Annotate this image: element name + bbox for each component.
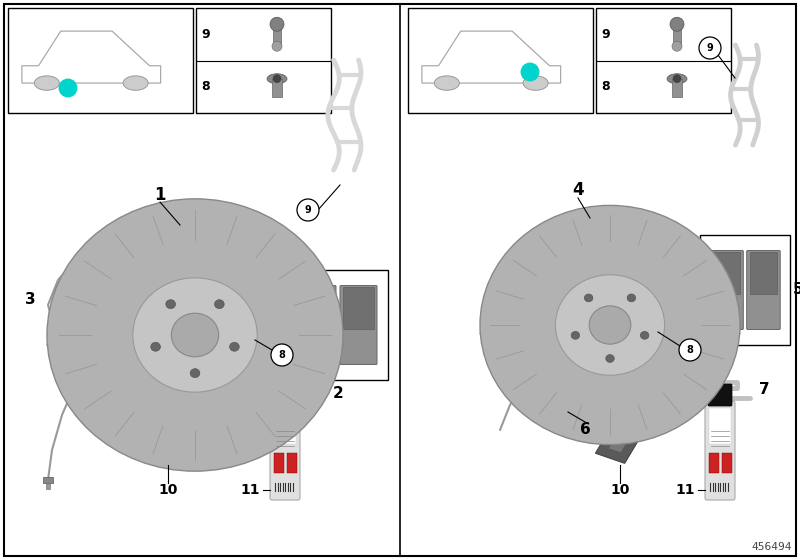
FancyBboxPatch shape [705, 401, 735, 500]
Bar [596, 8, 731, 113]
Ellipse shape [480, 325, 740, 342]
Bar [709, 453, 719, 473]
Bar [750, 251, 778, 294]
FancyBboxPatch shape [299, 286, 336, 365]
Circle shape [270, 17, 284, 31]
FancyBboxPatch shape [746, 250, 780, 329]
Bar [196, 8, 331, 113]
Bar [8, 8, 193, 113]
Text: 11: 11 [240, 483, 260, 497]
Bar [709, 408, 731, 444]
Bar [626, 373, 630, 379]
Text: 6: 6 [580, 422, 590, 437]
Circle shape [273, 74, 281, 83]
Bar [700, 235, 790, 345]
Ellipse shape [627, 294, 636, 302]
Text: 11: 11 [675, 483, 694, 497]
Text: 10: 10 [158, 483, 178, 497]
Bar [408, 8, 593, 113]
Text: 7: 7 [758, 382, 770, 398]
Ellipse shape [34, 76, 59, 90]
Text: 2: 2 [333, 385, 343, 400]
Circle shape [58, 78, 78, 97]
Text: 1: 1 [154, 186, 166, 204]
Polygon shape [595, 427, 641, 463]
Ellipse shape [480, 206, 740, 445]
Bar [287, 453, 297, 473]
Text: 9: 9 [706, 43, 714, 53]
Bar [722, 453, 732, 473]
Ellipse shape [47, 335, 343, 354]
Ellipse shape [523, 76, 548, 90]
Bar [274, 408, 296, 444]
Text: 9: 9 [305, 205, 311, 215]
Polygon shape [141, 426, 189, 465]
Text: 5: 5 [793, 282, 800, 297]
Ellipse shape [555, 275, 665, 375]
Bar [272, 79, 282, 97]
Circle shape [673, 74, 681, 83]
Ellipse shape [640, 332, 649, 339]
Text: 10: 10 [610, 483, 630, 497]
Ellipse shape [150, 342, 160, 351]
Ellipse shape [190, 368, 200, 377]
Ellipse shape [230, 342, 239, 351]
Ellipse shape [434, 76, 459, 90]
Bar [43, 477, 53, 483]
Text: 8: 8 [278, 350, 286, 360]
Circle shape [679, 339, 701, 361]
Ellipse shape [123, 76, 148, 90]
Ellipse shape [267, 74, 287, 84]
Text: 4: 4 [572, 181, 584, 199]
Ellipse shape [584, 294, 593, 302]
Bar [672, 79, 682, 97]
Text: 3: 3 [25, 292, 35, 307]
Text: 8: 8 [601, 80, 610, 94]
FancyBboxPatch shape [708, 384, 732, 406]
Circle shape [297, 199, 319, 221]
Bar [343, 287, 374, 329]
FancyBboxPatch shape [710, 250, 743, 329]
Bar [302, 287, 333, 329]
Bar [673, 24, 681, 44]
FancyBboxPatch shape [270, 401, 300, 500]
Text: 8: 8 [686, 345, 694, 355]
Bar [623, 367, 633, 373]
Ellipse shape [667, 74, 687, 84]
Ellipse shape [214, 300, 224, 309]
FancyBboxPatch shape [273, 384, 297, 406]
Bar [46, 483, 50, 489]
Bar [713, 251, 740, 294]
Bar [288, 270, 388, 380]
Circle shape [521, 63, 539, 81]
Ellipse shape [133, 278, 257, 392]
Circle shape [699, 37, 721, 59]
Text: 456494: 456494 [751, 542, 792, 552]
Text: 8: 8 [201, 80, 210, 94]
Bar [273, 24, 281, 44]
FancyBboxPatch shape [340, 286, 377, 365]
Ellipse shape [571, 332, 580, 339]
Text: 9: 9 [201, 28, 210, 41]
Text: 9: 9 [601, 28, 610, 41]
Bar [274, 453, 284, 473]
Ellipse shape [589, 306, 630, 344]
Circle shape [672, 41, 682, 52]
Ellipse shape [166, 300, 175, 309]
Circle shape [670, 17, 684, 31]
Ellipse shape [171, 313, 218, 357]
Circle shape [272, 41, 282, 52]
Circle shape [271, 344, 293, 366]
Polygon shape [609, 438, 627, 452]
Ellipse shape [47, 199, 343, 471]
Ellipse shape [606, 354, 614, 362]
Polygon shape [155, 437, 174, 453]
